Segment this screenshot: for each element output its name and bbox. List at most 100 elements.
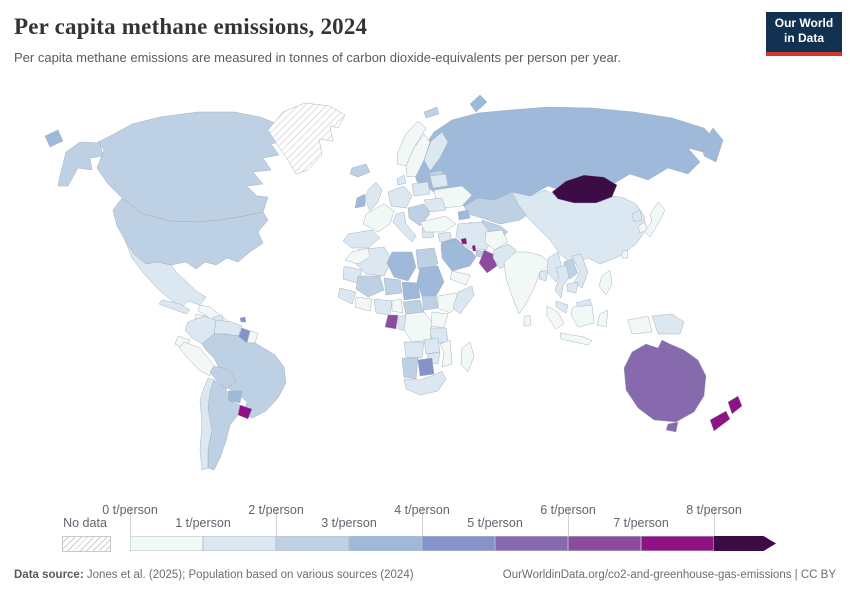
country-australia-tasmania[interactable] — [665, 421, 679, 433]
country-taiwan[interactable] — [621, 249, 629, 259]
legend-bin-3-4[interactable] — [349, 536, 422, 551]
country-png[interactable] — [651, 313, 685, 335]
country-japan[interactable] — [643, 201, 666, 238]
country-spain[interactable] — [342, 229, 381, 249]
country-svalbard[interactable] — [423, 106, 440, 119]
country-south-sudan[interactable] — [421, 295, 439, 311]
country-greenland[interactable] — [267, 102, 346, 175]
legend-bin-6-7[interactable] — [568, 536, 641, 551]
country-senegal-guinea[interactable] — [337, 287, 357, 305]
owid-logo[interactable]: Our World in Data — [766, 12, 842, 56]
country-thailand[interactable] — [554, 264, 570, 299]
country-cameroon[interactable] — [391, 298, 404, 314]
country-balkans[interactable] — [407, 203, 431, 227]
country-philippines[interactable] — [598, 269, 613, 296]
country-usa-alaska[interactable] — [57, 141, 104, 187]
data-source-text: Jones et al. (2025); Population based on… — [83, 569, 414, 581]
legend-bin-1-2[interactable] — [203, 536, 276, 551]
country-niger[interactable] — [383, 277, 403, 296]
country-ghana-coast[interactable] — [354, 296, 373, 312]
country-venezuela[interactable] — [213, 319, 243, 337]
legend-bin-5-6[interactable] — [495, 536, 568, 551]
country-kuwait[interactable] — [460, 237, 468, 245]
legend-bin-7-8[interactable] — [641, 536, 714, 551]
country-oman[interactable] — [478, 249, 498, 274]
country-saudi-arabia[interactable] — [440, 239, 477, 272]
country-cambodia[interactable] — [566, 281, 579, 294]
country-afghanistan[interactable] — [484, 229, 509, 251]
country-cuba[interactable] — [158, 299, 191, 315]
legend-bin-8+[interactable] — [714, 536, 776, 551]
country-angola[interactable] — [403, 341, 425, 359]
country-india[interactable] — [503, 251, 551, 315]
country-poland[interactable] — [411, 181, 431, 197]
country-indonesia-sumatra[interactable] — [546, 305, 565, 330]
country-new-zealand-south[interactable] — [709, 410, 731, 432]
country-new-zealand-north[interactable] — [727, 395, 743, 415]
country-sweden[interactable] — [405, 133, 431, 178]
country-sudan[interactable] — [416, 265, 445, 297]
country-norway[interactable] — [396, 120, 427, 167]
legend-no-data-swatch[interactable] — [62, 536, 111, 552]
country-romania[interactable] — [423, 197, 447, 213]
country-somalia[interactable] — [452, 285, 475, 315]
country-malaysia[interactable] — [555, 300, 569, 314]
country-morocco[interactable] — [344, 247, 371, 265]
country-australia[interactable] — [623, 339, 707, 423]
legend-tick — [422, 507, 423, 536]
country-trinidad[interactable] — [239, 316, 247, 323]
country-france[interactable] — [362, 203, 395, 233]
country-italy[interactable] — [392, 211, 417, 243]
country-drc[interactable] — [403, 311, 433, 343]
map-countries — [44, 94, 743, 471]
country-iceland[interactable] — [349, 163, 371, 178]
country-botswana[interactable] — [417, 357, 435, 377]
country-mozambique[interactable] — [439, 339, 453, 368]
country-azerbaijan[interactable] — [457, 209, 471, 221]
country-namibia[interactable] — [401, 357, 419, 380]
country-gabon[interactable] — [384, 314, 399, 330]
country-belarus[interactable] — [429, 173, 449, 189]
country-sri-lanka[interactable] — [523, 314, 532, 327]
country-russia-chukotka[interactable] — [44, 129, 64, 148]
country-indonesia-java[interactable] — [559, 332, 593, 346]
country-zambia[interactable] — [423, 337, 441, 355]
country-russia-islands[interactable] — [469, 94, 488, 113]
country-paraguay[interactable] — [227, 390, 243, 404]
country-mexico[interactable] — [124, 239, 207, 308]
country-mongolia[interactable] — [551, 174, 618, 204]
legend-tick-label: 6 t/person — [540, 503, 596, 517]
country-turkey[interactable] — [419, 215, 457, 233]
legend-bin-0-1[interactable] — [130, 536, 203, 551]
country-south-korea[interactable] — [637, 221, 648, 234]
country-madagascar[interactable] — [460, 341, 475, 373]
country-indonesia-papua[interactable] — [627, 315, 653, 335]
country-yemen[interactable] — [449, 270, 471, 286]
country-nigeria[interactable] — [373, 298, 393, 316]
country-north-korea[interactable] — [631, 209, 643, 223]
data-source-note: Data source: Jones et al. (2025); Popula… — [14, 569, 414, 581]
country-peru[interactable] — [178, 341, 215, 377]
footer-link[interactable]: OurWorldinData.org/co2-and-greenhouse-ga… — [502, 569, 836, 581]
legend-bin-2-3[interactable] — [276, 536, 349, 551]
country-chad[interactable] — [401, 281, 421, 301]
country-vietnam[interactable] — [571, 253, 589, 289]
country-indonesia-sulawesi[interactable] — [596, 309, 609, 328]
legend-tick-label: 2 t/person — [248, 503, 304, 517]
country-indonesia-borneo[interactable] — [570, 304, 595, 328]
country-finland[interactable] — [423, 131, 449, 172]
country-libya[interactable] — [386, 251, 417, 282]
country-bangladesh[interactable] — [538, 269, 549, 282]
country-denmark[interactable] — [396, 174, 407, 186]
country-chile[interactable] — [199, 377, 215, 471]
country-central-europe[interactable] — [387, 185, 413, 209]
country-ireland[interactable] — [354, 193, 366, 209]
country-mali[interactable] — [355, 275, 385, 298]
country-car[interactable] — [402, 299, 425, 315]
country-south-africa[interactable] — [403, 370, 447, 396]
country-russia-kamchatka[interactable] — [701, 127, 724, 163]
country-kenya[interactable] — [430, 311, 449, 329]
country-uruguay[interactable] — [237, 404, 253, 420]
legend-bin-4-5[interactable] — [422, 536, 495, 551]
